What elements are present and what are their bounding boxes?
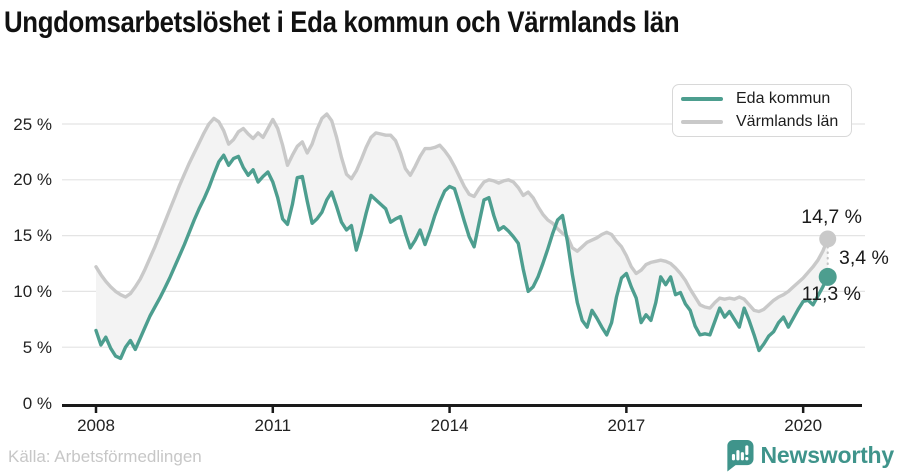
source-text: Källa: Arbetsförmedlingen [8, 447, 202, 466]
legend-label-varmland: Värmlands län [736, 113, 839, 130]
y-tick-label: 15 % [13, 226, 52, 246]
legend: Eda kommun Värmlands län [672, 84, 852, 137]
x-tick-label: 2017 [607, 416, 646, 435]
legend-item-varmlands-lan: Värmlands län [681, 113, 851, 131]
x-tick-label: 2020 [784, 416, 823, 435]
varmland-end-value-label: 14,7 % [801, 206, 862, 228]
gap-value-label: 3,4 % [839, 247, 889, 269]
y-tick-label: 10 % [13, 281, 52, 301]
band-fill [96, 114, 828, 359]
bar-chart-glyph [731, 445, 748, 461]
page-title-text: Ungdomsarbetslöshet i Eda kommun och Vär… [4, 6, 680, 39]
y-tick-label: 0 % [22, 393, 52, 413]
x-tick-label: 2008 [77, 416, 115, 435]
page-title: Ungdomsarbetslöshet i Eda kommun och Vär… [4, 6, 789, 40]
varmland-line-swatch [681, 119, 723, 125]
y-tick-label: 20 % [13, 170, 52, 190]
brand-wordmark: Newsworthy [760, 441, 895, 468]
newsworthy-logo-icon [726, 439, 754, 472]
legend-label-eda: Eda kommun [736, 90, 831, 107]
eda-line-swatch [681, 96, 723, 102]
varmland-end-dot [819, 230, 837, 248]
eda-end-value-label: 11,3 % [801, 283, 861, 305]
varmland-line [94, 112, 830, 314]
legend-item-eda-kommun: Eda kommun [681, 90, 851, 108]
x-tick-label: 2011 [254, 416, 292, 435]
y-tick-label: 5 % [22, 337, 52, 357]
brand-lockup[interactable]: Newsworthy [723, 438, 894, 472]
x-tick-label: 2014 [430, 416, 469, 435]
eda-line [94, 153, 830, 361]
y-tick-label: 25 % [13, 114, 52, 134]
